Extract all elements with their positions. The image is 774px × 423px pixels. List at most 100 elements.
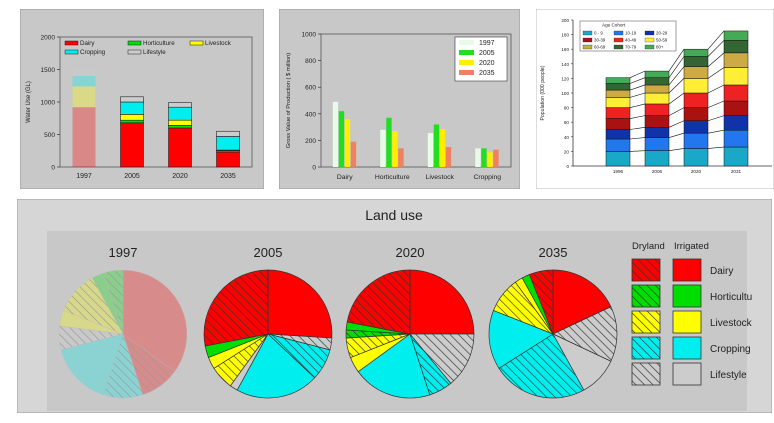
bar-segment xyxy=(724,85,748,101)
legend-label: 60-69 xyxy=(594,45,606,50)
water-use-chart: 0 500 1000 1500 2000 Water Use (GL) 1997 2005 20… xyxy=(20,9,264,189)
bar-segment xyxy=(606,84,630,91)
legend-swatch xyxy=(645,31,654,35)
y-tick-label: 20 xyxy=(564,149,570,154)
y-tick-label: 80 xyxy=(564,106,570,111)
pie-year-label: 2020 xyxy=(396,245,425,260)
bar xyxy=(392,131,397,167)
legend-swatch-dryland xyxy=(632,259,660,281)
bar-segment xyxy=(73,107,96,167)
x-tick-label: Livestock xyxy=(426,174,455,181)
bar xyxy=(446,147,451,167)
y-tick-label: 400 xyxy=(305,111,316,118)
bar-segment xyxy=(645,85,669,93)
legend-label: Dairy xyxy=(80,40,95,47)
legend-label: 0 - 9 xyxy=(594,31,603,36)
y-tick-label: 1500 xyxy=(41,67,56,74)
bar xyxy=(434,124,439,167)
legend-swatch xyxy=(459,70,474,75)
legend-swatch xyxy=(645,45,654,49)
legend-swatch-dryland xyxy=(632,285,660,307)
y-tick-label: 500 xyxy=(44,132,55,139)
bar xyxy=(493,150,498,167)
legend-label: Horticulture xyxy=(143,40,175,47)
bar xyxy=(333,102,338,167)
bar-segment xyxy=(169,125,192,128)
legend-swatch xyxy=(583,38,592,42)
bar-segment xyxy=(606,151,630,166)
x-tick-label: Dairy xyxy=(337,174,353,181)
bar-segment xyxy=(217,152,240,167)
bar-segment xyxy=(684,93,708,108)
y-tick-label: 0 xyxy=(312,165,316,172)
legend-swatch-dryland xyxy=(632,363,660,385)
y-tick-label: 1000 xyxy=(41,100,56,107)
legend-label: 80+ xyxy=(656,45,664,50)
bar-segment xyxy=(73,76,96,86)
bar-segment xyxy=(606,139,630,151)
legend-swatch-irrigated xyxy=(673,311,701,333)
y-tick-label: 200 xyxy=(305,138,316,145)
chart-title: Land use xyxy=(365,207,423,223)
bar-segment xyxy=(606,108,630,119)
bar-segment xyxy=(684,133,708,148)
bar xyxy=(339,111,344,167)
bar xyxy=(345,119,350,167)
bar xyxy=(481,148,486,167)
y-tick-label: 600 xyxy=(305,85,316,92)
bar-segment xyxy=(606,78,630,84)
bar-segment xyxy=(73,70,96,77)
bar-segment xyxy=(724,53,748,68)
bar-segment xyxy=(73,86,96,107)
bar-segment xyxy=(684,78,708,93)
legend-swatch xyxy=(614,31,623,35)
x-tick-label: 2006 xyxy=(652,169,663,174)
bar xyxy=(380,130,385,167)
legend-swatch-dryland xyxy=(632,311,660,333)
bar-segment xyxy=(684,49,708,56)
bar-segment xyxy=(724,101,748,116)
x-tick-label: 2005 xyxy=(124,173,140,180)
legend-label: Lifestyle xyxy=(710,370,747,381)
bar-segment xyxy=(645,151,669,166)
x-tick-label: 2020 xyxy=(691,169,702,174)
legend-swatch-irrigated xyxy=(673,363,701,385)
x-tick-label: 2020 xyxy=(172,173,188,180)
y-axis-label: Water Use (GL) xyxy=(26,81,32,123)
bar-segment xyxy=(645,78,669,85)
bar-segment xyxy=(169,120,192,125)
bar-segment xyxy=(684,57,708,67)
legend-title: Age Cohort xyxy=(602,23,626,28)
bar-segment xyxy=(724,147,748,166)
land-use-chart: Land use 1997 2005 2020 2035 Dryland Irrigated… xyxy=(17,199,772,413)
legend-swatch-irrigated xyxy=(673,337,701,359)
y-tick-label: 800 xyxy=(305,58,316,65)
legend-swatch xyxy=(190,41,203,45)
legend-label: 2005 xyxy=(479,50,495,57)
y-tick-label: 140 xyxy=(561,62,569,67)
y-tick-label: 1000 xyxy=(302,32,317,39)
bar xyxy=(440,129,445,167)
legend-swatch xyxy=(128,50,141,54)
legend-label: 50-59 xyxy=(656,38,668,43)
legend-swatch xyxy=(583,31,592,35)
bar-segment xyxy=(606,119,630,130)
population-chart: 020406080100120140160180200Population (0… xyxy=(536,9,774,189)
bar-segment xyxy=(121,123,144,167)
bar-segment xyxy=(684,121,708,133)
bar-segment xyxy=(724,31,748,40)
legend-swatch-dryland xyxy=(632,337,660,359)
bar-segment xyxy=(724,40,748,52)
bar-segment xyxy=(217,131,240,136)
y-tick-label: 60 xyxy=(564,120,570,125)
x-tick-label: 1997 xyxy=(76,173,92,180)
pie-year-label: 2035 xyxy=(539,245,568,260)
bar-segment xyxy=(169,107,192,120)
pie-year-label: 2005 xyxy=(254,245,283,260)
bar-segment xyxy=(684,148,708,166)
legend-label: Livestock xyxy=(710,318,753,329)
bar xyxy=(386,118,391,167)
y-tick-label: 160 xyxy=(561,47,569,52)
legend-swatch xyxy=(614,38,623,42)
legend-label: Cropping xyxy=(710,344,751,355)
